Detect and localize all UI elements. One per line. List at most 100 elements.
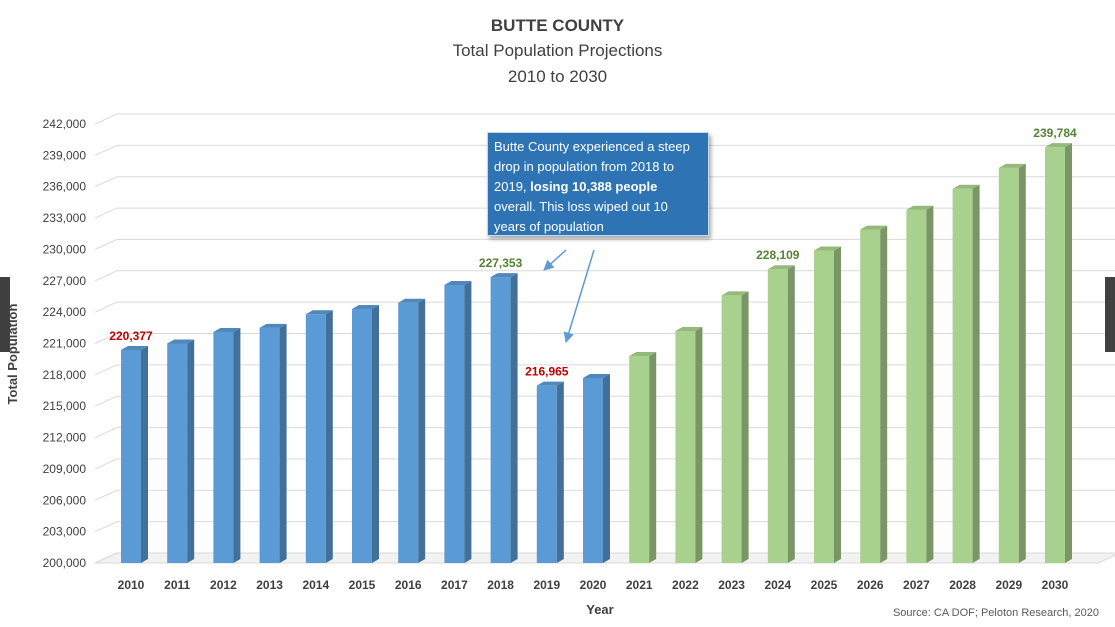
gridline bbox=[94, 176, 1115, 188]
gridline bbox=[94, 113, 1115, 125]
gridline bbox=[94, 144, 1115, 156]
bar-top bbox=[721, 291, 749, 296]
y-tick-label: 221,000 bbox=[43, 337, 87, 351]
callout-arrow-icon bbox=[563, 249, 595, 344]
x-tick-label: 2014 bbox=[302, 578, 329, 592]
bar-side bbox=[510, 273, 518, 563]
bar-side bbox=[741, 291, 749, 563]
bar-side bbox=[972, 184, 980, 564]
x-tick-label: 2027 bbox=[903, 578, 930, 592]
bar-front bbox=[305, 314, 326, 563]
bar-top bbox=[444, 280, 472, 285]
bar-top bbox=[213, 328, 241, 333]
bar-side bbox=[418, 298, 426, 563]
x-tick-label: 2025 bbox=[811, 578, 838, 592]
bar-top bbox=[1045, 143, 1072, 148]
bar-front bbox=[398, 302, 419, 563]
y-tick-label: 230,000 bbox=[43, 242, 87, 256]
bar-top bbox=[121, 346, 148, 351]
bar-top bbox=[536, 381, 564, 386]
gridline bbox=[94, 238, 1115, 250]
bar-top bbox=[259, 323, 287, 328]
data-label: 239,784 bbox=[1033, 126, 1077, 140]
y-tick-label: 212,000 bbox=[43, 431, 87, 445]
bar-front bbox=[998, 167, 1019, 563]
bar-front bbox=[767, 269, 788, 563]
bar-side bbox=[279, 323, 287, 563]
y-tick-label: 236,000 bbox=[43, 180, 87, 194]
chart-date-range: 2010 to 2030 bbox=[507, 67, 608, 86]
x-axis-title: Year bbox=[586, 602, 613, 617]
bar-front bbox=[352, 309, 372, 563]
bar-top bbox=[860, 225, 888, 230]
y-tick-label: 200,000 bbox=[43, 556, 87, 570]
x-tick-label: 2010 bbox=[118, 578, 145, 592]
bar-front bbox=[490, 277, 511, 563]
x-tick-label: 2012 bbox=[210, 578, 237, 592]
bar-top bbox=[583, 373, 610, 378]
bar-front bbox=[167, 343, 188, 563]
x-tick-label: 2018 bbox=[487, 578, 514, 592]
bar-side bbox=[556, 381, 564, 563]
bar-side bbox=[1018, 163, 1026, 563]
bar-side bbox=[926, 205, 934, 563]
x-tick-label: 2022 bbox=[672, 578, 699, 592]
right-edge-tab bbox=[1105, 277, 1115, 352]
bar-front bbox=[213, 332, 234, 563]
bar-top bbox=[305, 310, 333, 315]
x-tick-label: 2028 bbox=[949, 578, 976, 592]
chart-subtitle: Total Population Projections bbox=[452, 41, 663, 60]
y-tick-label: 209,000 bbox=[43, 462, 87, 476]
bar-front bbox=[583, 377, 603, 563]
callout-text-part2: overall. This loss wiped out 10 years of… bbox=[494, 199, 668, 234]
bar-side bbox=[695, 326, 703, 563]
x-tick-label: 2024 bbox=[764, 578, 791, 592]
bar-front bbox=[121, 350, 141, 563]
bar-front bbox=[444, 284, 465, 563]
bar-side bbox=[233, 328, 241, 563]
bar-side bbox=[1065, 143, 1072, 563]
bar-top bbox=[952, 184, 980, 189]
y-tick-label: 233,000 bbox=[43, 211, 87, 225]
source-note: Source: CA DOF; Peloton Research, 2020 bbox=[892, 607, 1099, 619]
bar-top bbox=[814, 246, 841, 251]
bar-side bbox=[649, 352, 657, 563]
data-label: 216,965 bbox=[525, 365, 569, 379]
bar-front bbox=[1045, 147, 1065, 563]
bar-side bbox=[141, 346, 148, 563]
x-tick-label: 2019 bbox=[533, 578, 560, 592]
y-tick-label: 242,000 bbox=[43, 117, 87, 131]
bar-front bbox=[675, 330, 696, 563]
bar-side bbox=[603, 373, 610, 563]
y-tick-label: 227,000 bbox=[43, 274, 87, 288]
y-tick-label: 203,000 bbox=[43, 525, 87, 539]
callout-text-part1: Butte County experienced a steep drop in… bbox=[494, 139, 690, 194]
bar-side bbox=[464, 280, 472, 563]
x-tick-label: 2017 bbox=[441, 578, 468, 592]
bar-front bbox=[906, 209, 927, 563]
x-tick-label: 2020 bbox=[580, 578, 607, 592]
bar-front bbox=[952, 188, 973, 564]
x-tick-label: 2026 bbox=[857, 578, 884, 592]
x-tick-label: 2021 bbox=[626, 578, 653, 592]
bar-top bbox=[675, 326, 703, 331]
data-label: 228,109 bbox=[756, 248, 800, 262]
bar-top bbox=[490, 273, 518, 278]
x-tick-label: 2016 bbox=[395, 578, 422, 592]
bar-side bbox=[880, 225, 888, 564]
bar-top bbox=[767, 265, 795, 270]
x-tick-label: 2013 bbox=[256, 578, 283, 592]
bar-top bbox=[998, 163, 1026, 168]
bar-side bbox=[187, 339, 195, 563]
data-label: 220,377 bbox=[109, 329, 153, 343]
bar-top bbox=[167, 339, 195, 344]
x-tick-label: 2030 bbox=[1042, 578, 1069, 592]
bar-front bbox=[860, 229, 881, 564]
data-label: 227,353 bbox=[479, 256, 523, 270]
bar-side bbox=[372, 305, 379, 563]
x-tick-label: 2011 bbox=[164, 578, 190, 592]
callout-arrow-icon bbox=[543, 249, 567, 271]
bar-front bbox=[536, 385, 557, 563]
x-tick-label: 2023 bbox=[718, 578, 745, 592]
